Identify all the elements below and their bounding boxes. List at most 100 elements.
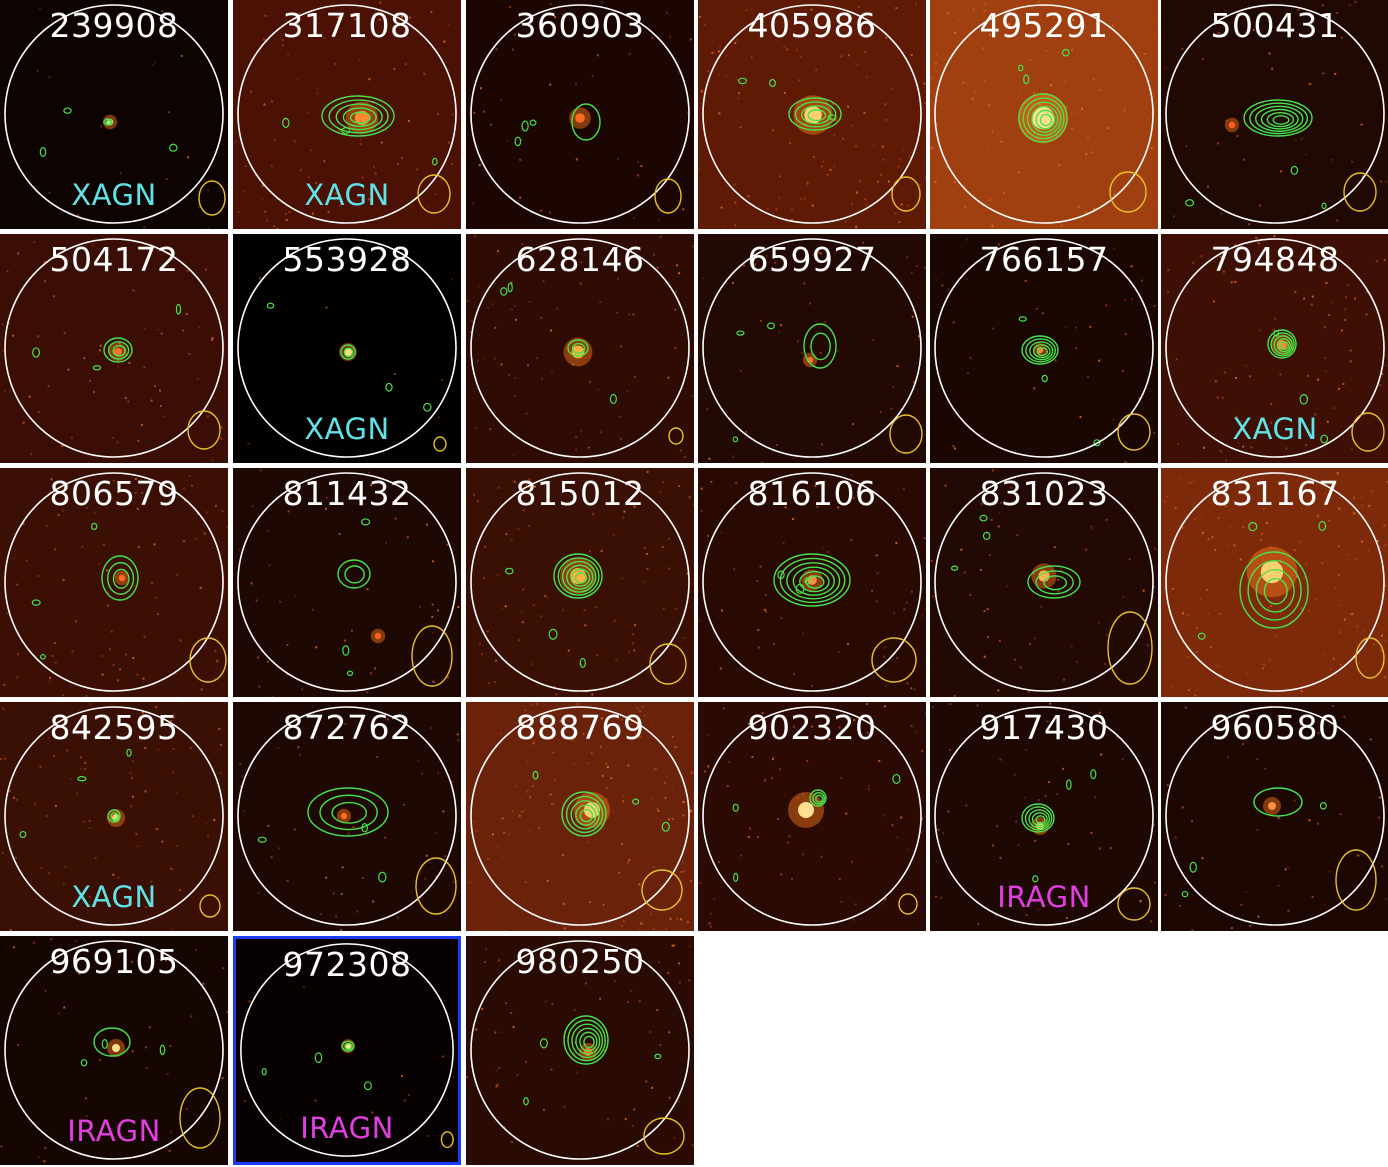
cutout-panel[interactable]: 500431 <box>1161 0 1388 229</box>
noise-contour <box>1093 439 1101 447</box>
source-core <box>340 812 348 820</box>
noise-texture <box>469 702 693 931</box>
cutout-panel[interactable]: 811432 <box>233 468 461 697</box>
noise-texture <box>699 703 926 928</box>
source-id-label: 842595 <box>49 708 179 747</box>
radio-contour <box>579 1031 598 1052</box>
agn-class-label: IRAGN <box>300 1111 394 1145</box>
noise-texture <box>0 703 222 931</box>
cutout-panel[interactable]: 553928 XAGN <box>233 234 461 463</box>
beam-ellipse <box>411 625 453 687</box>
beam-ellipse <box>1109 171 1147 213</box>
noise-contour <box>1319 802 1327 810</box>
cutout-panel[interactable]: 960580 <box>1161 702 1388 931</box>
cutout-panel[interactable]: 831023 <box>930 468 1158 697</box>
radio-contour <box>307 787 389 837</box>
noise-contour <box>431 157 438 166</box>
noise-contour <box>539 1038 548 1049</box>
cutout-panel[interactable]: 902320 <box>698 702 926 931</box>
noise-contour <box>505 567 514 575</box>
radio-contour <box>570 800 600 830</box>
cutout-panel[interactable]: 360903 <box>466 0 694 229</box>
radio-contour <box>803 323 837 369</box>
noise-contour <box>979 514 988 522</box>
cutout-panel[interactable]: 239908 XAGN <box>0 0 228 229</box>
noise-contour <box>175 303 182 315</box>
radio-contour <box>103 337 133 363</box>
cutout-panel[interactable]: 794848 XAGN <box>1161 234 1388 463</box>
source-core <box>374 632 382 640</box>
cutout-image <box>1163 472 1388 697</box>
radio-contour <box>1247 560 1302 621</box>
aperture-circle <box>470 472 690 692</box>
source-id-label: 553928 <box>282 240 412 279</box>
noise-texture <box>698 2 926 228</box>
beam-ellipse <box>189 637 227 683</box>
noise-contour <box>766 322 776 330</box>
noise-texture <box>1167 235 1388 463</box>
radio-contour <box>566 564 594 590</box>
cutout-panel[interactable]: 872762 <box>233 702 461 931</box>
cutout-panel[interactable]: 831167 <box>1161 468 1388 697</box>
cutout-panel[interactable]: 766157 <box>930 234 1158 463</box>
cutout-panel[interactable]: 659927 <box>698 234 926 463</box>
noise-texture <box>3 475 228 697</box>
cutout-panel[interactable]: 628146 <box>466 234 694 463</box>
noise-texture <box>931 702 1157 931</box>
noise-contour <box>1032 875 1039 883</box>
radio-contour <box>575 1027 601 1055</box>
noise-contour <box>19 830 27 839</box>
source-id-label: 500431 <box>1210 6 1340 45</box>
noise-contour <box>39 654 46 660</box>
radio-contour <box>810 332 831 361</box>
cutout-panel[interactable]: 504172 <box>0 234 228 463</box>
cutout-panel[interactable]: 495291 <box>930 0 1158 229</box>
cutout-panel[interactable]: 969105 IRAGN <box>0 936 228 1165</box>
cutout-panel[interactable]: 815012 <box>466 468 694 697</box>
cutout-panel[interactable]: 888769 <box>466 702 694 931</box>
radio-contour <box>1021 803 1055 833</box>
radio-contour <box>571 342 586 354</box>
aperture-circle <box>702 472 922 692</box>
radio-contour <box>1266 111 1295 128</box>
cutout-image <box>237 469 460 697</box>
cutout-image <box>1 238 224 461</box>
aperture-circle <box>702 4 922 224</box>
cutout-image <box>934 238 1156 463</box>
source-id-label: 794848 <box>1210 240 1340 279</box>
radio-contour <box>561 791 607 837</box>
source-id-label: 816106 <box>747 474 877 513</box>
source-id-label: 495291 <box>979 6 1109 45</box>
noise-contour <box>77 776 87 782</box>
source-core <box>1228 121 1236 129</box>
radio-contour <box>571 103 601 141</box>
cutout-panel[interactable]: 317108 XAGN <box>233 0 461 229</box>
cutout-panel[interactable]: 816106 <box>698 468 926 697</box>
radio-contour <box>112 568 130 589</box>
cutout-panel[interactable]: 972308 IRAGN <box>233 936 461 1165</box>
aperture-circle <box>1165 472 1385 692</box>
aperture-circle <box>4 706 224 926</box>
cutout-panel[interactable]: 980250 <box>466 936 694 1165</box>
noise-texture <box>238 469 460 697</box>
cutout-panel[interactable]: 917430 IRAGN <box>930 702 1158 931</box>
radio-contour <box>583 1035 595 1049</box>
radio-contour <box>1255 568 1295 613</box>
noise-contour <box>951 565 959 571</box>
noise-contour <box>500 287 508 296</box>
radio-contour <box>1043 575 1068 591</box>
cutout-image <box>3 472 228 697</box>
cutout-image <box>466 940 694 1160</box>
cutout-panel[interactable]: 806579 <box>0 468 228 697</box>
noise-contour <box>159 1044 166 1056</box>
radio-contour <box>340 344 356 360</box>
cutout-panel[interactable]: 842595 XAGN <box>0 702 228 931</box>
source-id-label: 872762 <box>282 708 412 747</box>
noise-contour <box>507 282 513 293</box>
cutout-image <box>698 2 926 228</box>
cutout-panel[interactable]: 405986 <box>698 0 926 229</box>
radio-contour <box>565 795 604 834</box>
radio-contour <box>1022 97 1065 140</box>
beam-ellipse <box>415 857 457 915</box>
source-id-label: 980250 <box>515 942 645 981</box>
